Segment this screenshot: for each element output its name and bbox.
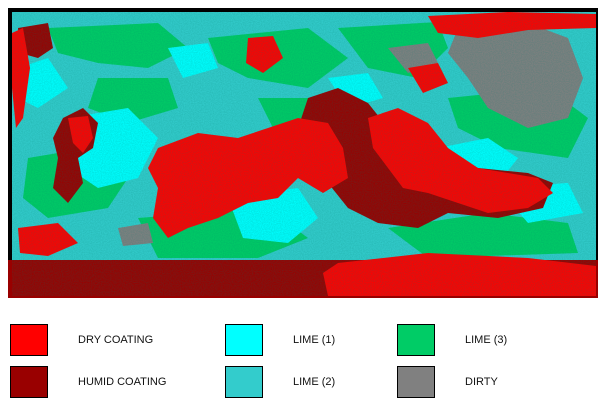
legend-swatch-lime-3 [397, 324, 435, 356]
legend-item-lime-2: LIME (2) [225, 364, 335, 400]
legend-label-dirty: DIRTY [465, 376, 498, 388]
legend-swatch-dry-coating [10, 324, 48, 356]
texture-overlay [12, 12, 596, 296]
legend-swatch-lime-1 [225, 324, 263, 356]
classification-map [8, 8, 598, 298]
legend-swatch-dirty [397, 366, 435, 398]
legend-label-lime-2: LIME (2) [293, 376, 336, 388]
legend-swatch-humid-coating [10, 366, 48, 398]
legend-label-lime-1: LIME (1) [293, 334, 336, 346]
legend-swatch-lime-2 [225, 366, 263, 398]
legend-label-dry-coating: DRY COATING [78, 334, 154, 346]
legend-item-dirty: DIRTY [397, 364, 498, 400]
legend: DRY COATING LIME (1) LIME (3) HUMID COAT… [0, 300, 599, 399]
legend-item-lime-3: LIME (3) [397, 322, 507, 358]
legend-item-lime-1: LIME (1) [225, 322, 335, 358]
legend-item-dry-coating: DRY COATING [10, 322, 153, 358]
legend-item-humid-coating: HUMID COATING [10, 364, 166, 400]
legend-label-lime-3: LIME (3) [465, 334, 508, 346]
legend-label-humid-coating: HUMID COATING [78, 376, 167, 388]
